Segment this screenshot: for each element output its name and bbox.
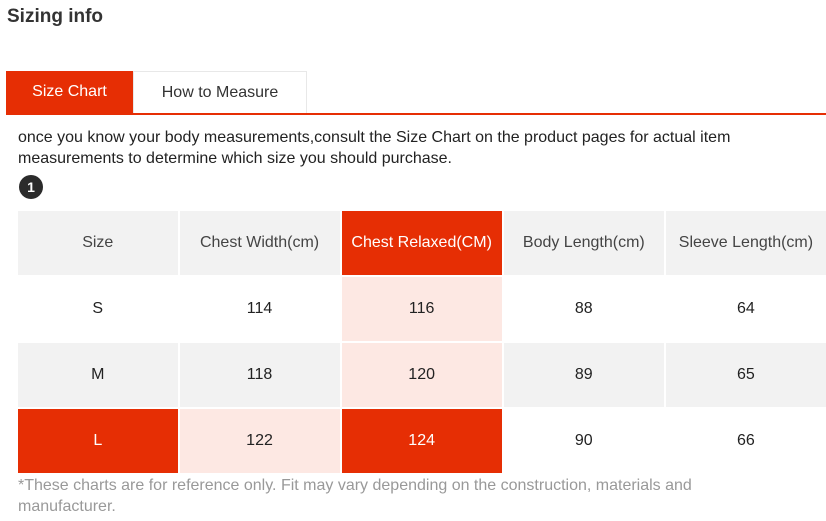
- tab-how-to-measure[interactable]: How to Measure: [133, 71, 307, 113]
- table-header-row: Size Chest Width(cm) Chest Relaxed(CM) B…: [18, 211, 826, 275]
- table-row: L 122 124 90 66: [18, 409, 826, 473]
- cell-sleeve-length: 65: [665, 343, 826, 407]
- table-row: M 118 120 89 65: [18, 343, 826, 407]
- tab-size-chart[interactable]: Size Chart: [6, 71, 133, 113]
- size-chart-table: Size Chest Width(cm) Chest Relaxed(CM) B…: [16, 209, 826, 475]
- cell-size: S: [18, 277, 178, 341]
- section-title: Sizing info: [7, 6, 104, 27]
- cell-chest-width: 118: [179, 343, 340, 407]
- cell-body-length: 89: [503, 343, 664, 407]
- header-chest-width: Chest Width(cm): [179, 211, 340, 275]
- header-body-length: Body Length(cm): [503, 211, 664, 275]
- cell-size: M: [18, 343, 178, 407]
- table-row: S 114 116 88 64: [18, 277, 826, 341]
- cell-chest-width: 122: [179, 409, 340, 473]
- step-number-badge: 1: [19, 175, 43, 199]
- footnote-text: *These charts are for reference only. Fi…: [18, 477, 692, 515]
- header-sleeve-length: Sleeve Length(cm): [665, 211, 826, 275]
- cell-sleeve-length: 66: [665, 409, 826, 473]
- cell-chest-width: 114: [179, 277, 340, 341]
- cell-sleeve-length: 64: [665, 277, 826, 341]
- cell-chest-relaxed: 116: [341, 277, 502, 341]
- cell-body-length: 90: [503, 409, 664, 473]
- tab-underline: [6, 113, 826, 115]
- cell-body-length: 88: [503, 277, 664, 341]
- header-chest-relaxed: Chest Relaxed(CM): [341, 211, 502, 275]
- cell-chest-relaxed: 120: [341, 343, 502, 407]
- intro-text: once you know your body measurements,con…: [18, 129, 731, 167]
- cell-chest-relaxed: 124: [341, 409, 502, 473]
- header-size: Size: [18, 211, 178, 275]
- tab-bar: Size Chart How to Measure: [6, 71, 307, 113]
- cell-size: L: [18, 409, 178, 473]
